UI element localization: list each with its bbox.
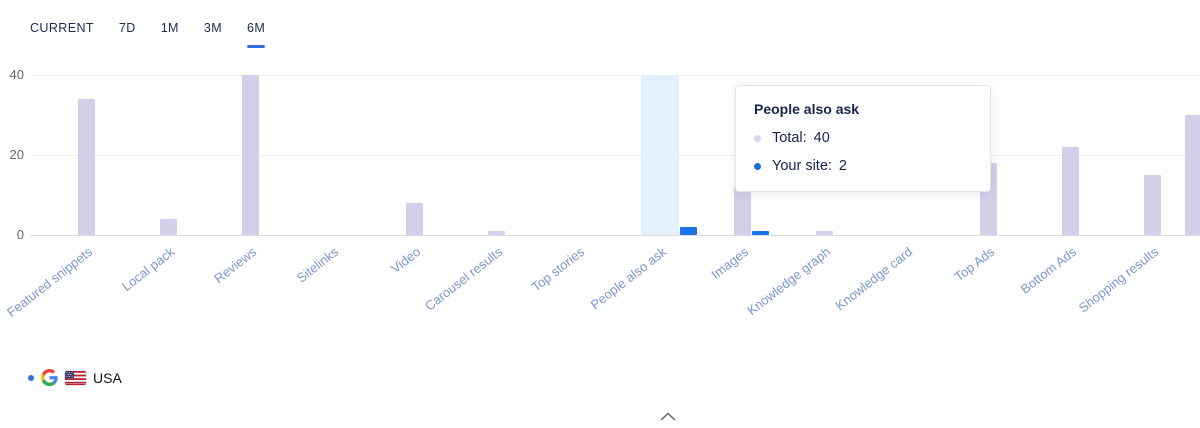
highlighted-column-band[interactable] [641,75,679,235]
total-series-dot [754,134,761,142]
chevron-up-icon[interactable] [660,412,676,421]
category-label: Reviews [211,244,260,287]
your-site-bar[interactable] [680,227,697,235]
gridline [30,235,1200,236]
tooltip-row-your-site: Your site: 2 [754,158,972,174]
y-axis-tick-label: 40 [9,67,24,82]
category-label: Carousel results [421,244,506,314]
total-bar[interactable] [1144,175,1161,235]
total-bar[interactable] [242,75,259,235]
legend-bullet-dot [28,374,34,381]
tab-active-underline [247,45,266,48]
tooltip-title: People also ask [754,101,860,117]
total-bar[interactable] [488,231,505,235]
tab-current[interactable]: CURRENT [30,21,94,48]
category-label: Top Ads [951,244,998,285]
search-engine-legend[interactable]: USA [28,369,122,386]
tab-6m[interactable]: 6M [247,21,266,48]
tab-7d[interactable]: 7D [119,21,136,48]
tab-6m-label: 6M [247,21,266,35]
y-axis-tick-label: 0 [16,227,24,242]
google-icon [41,369,58,386]
category-label: Shopping results [1075,244,1162,316]
category-label: Local pack [119,244,178,295]
total-bar[interactable] [406,203,423,235]
y-axis-tick-label: 20 [9,147,24,162]
category-label: Knowledge graph [744,244,834,319]
total-bar[interactable] [78,99,95,235]
chart-tooltip: People also ask Total: 40 Your site: 2 [735,85,991,192]
total-bar[interactable] [1062,147,1079,235]
category-label: People also ask [587,244,670,313]
edge-clipped-bar[interactable] [1185,115,1200,235]
tooltip-your-site-value: 2 [838,158,847,174]
tab-1m-label: 1M [160,21,179,35]
tab-7d-label: 7D [118,21,136,35]
your-site-series-dot [754,162,761,170]
gridline [30,75,1200,76]
category-label: Video [387,244,424,277]
tooltip-row-total: Total: 40 [754,130,972,146]
time-range-tabs: CURRENT 7D 1M 3M 6M [30,21,266,48]
tooltip-total-value: 40 [813,130,830,146]
category-label: Top stories [528,244,588,295]
category-label: Sitelinks [293,244,342,286]
tab-current-label: CURRENT [30,21,94,35]
usa-flag-icon [64,369,87,386]
legend-label: USA [93,369,122,386]
tab-3m[interactable]: 3M [204,21,222,48]
your-site-bar[interactable] [752,231,769,235]
category-label: Images [708,244,752,283]
total-bar[interactable] [816,231,833,235]
tab-1m[interactable]: 1M [161,21,179,48]
tooltip-your-site-label: Your site: [772,158,832,174]
category-label: Knowledge card [832,244,916,314]
tooltip-total-label: Total: [772,130,807,146]
gridline [30,155,1200,156]
tab-3m-label: 3M [203,21,223,35]
total-bar[interactable] [160,219,177,235]
category-label: Bottom Ads [1017,244,1080,297]
total-bar[interactable] [734,187,751,235]
